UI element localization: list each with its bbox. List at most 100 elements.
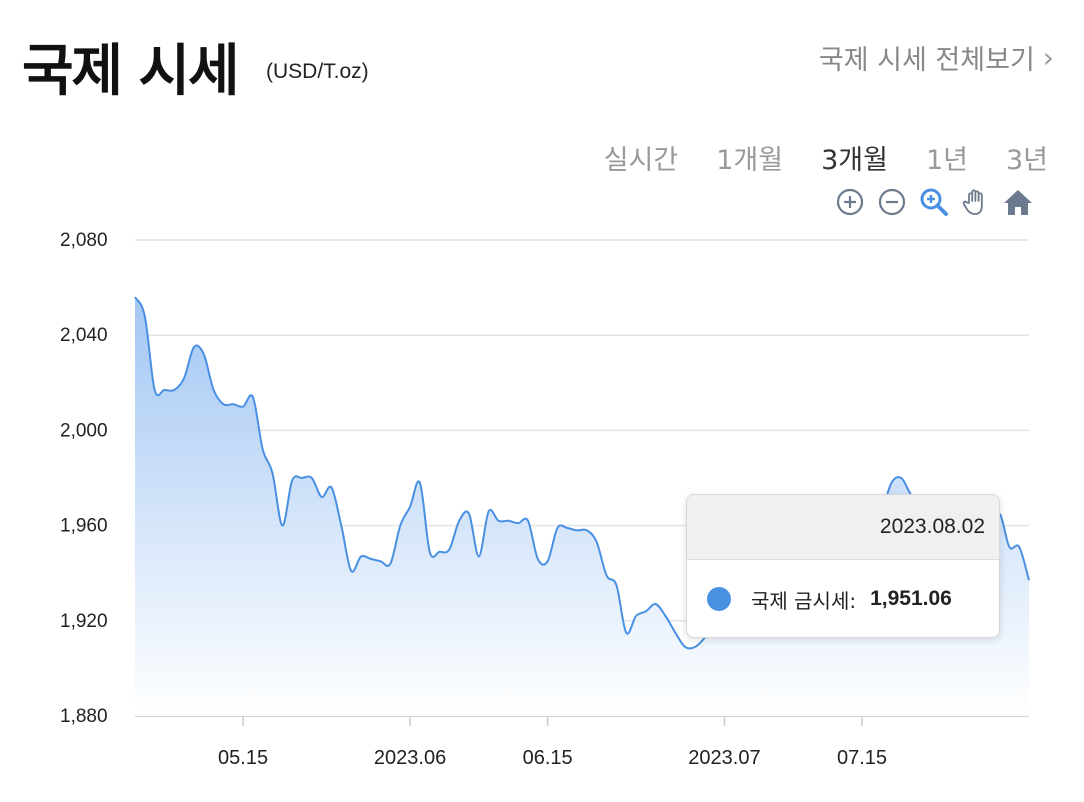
data-point [360, 556, 362, 558]
data-point [272, 472, 274, 474]
data-point [498, 520, 500, 522]
x-tick-label: 05.15 [218, 747, 268, 769]
data-point [331, 487, 333, 489]
data-point [1028, 579, 1030, 581]
data-point [262, 448, 264, 450]
data-point [645, 610, 647, 612]
y-tick-label: 2,040 [60, 325, 108, 346]
y-axis: 2,080 2,040 2,000 1,960 1,920 1,880 [60, 230, 108, 727]
data-point [252, 396, 254, 398]
data-point [291, 479, 293, 481]
view-all-link[interactable]: 국제 시세 전체보기 › [819, 38, 1054, 77]
data-point [311, 477, 313, 479]
data-point [232, 403, 234, 405]
data-point [606, 575, 608, 577]
chart-toolbar [834, 186, 1034, 218]
tab-3-months[interactable]: 3개월 [821, 145, 888, 176]
data-point [242, 406, 244, 408]
data-point [409, 506, 411, 508]
data-point [468, 513, 470, 515]
unit-label: (USD/T.oz) [266, 60, 369, 83]
data-point [380, 560, 382, 562]
data-point [625, 632, 627, 634]
data-point [547, 560, 549, 562]
data-point [694, 646, 696, 648]
data-point [596, 541, 598, 543]
data-point [222, 403, 224, 405]
data-point [566, 527, 568, 529]
data-point [1008, 546, 1010, 548]
data-point [900, 477, 902, 479]
data-point [537, 558, 539, 560]
data-point [340, 525, 342, 527]
view-all-label: 국제 시세 전체보기 [818, 45, 1035, 76]
series-marker [707, 587, 731, 611]
data-point [586, 529, 588, 531]
y-tick-label: 1,960 [60, 516, 108, 537]
data-point [193, 346, 195, 348]
data-point [478, 556, 480, 558]
data-point [370, 558, 372, 560]
tooltip-value: 1,951.06 [870, 587, 952, 610]
page-title: 국제 시세 [22, 39, 240, 104]
header: 국제 시세 (USD/T.oz) 국제 시세 전체보기 › [22, 18, 1054, 104]
data-point [635, 615, 637, 617]
data-point [439, 551, 441, 553]
data-point [164, 389, 166, 391]
data-point [488, 510, 490, 512]
tab-3-years[interactable]: 3년 [1005, 145, 1048, 176]
data-point [507, 520, 509, 522]
chart-tooltip: 2023.08.02 국제 금시세: 1,951.06 [686, 494, 1000, 638]
zoom-in-icon[interactable] [834, 186, 866, 218]
tooltip-series-label: 국제 금시세: [751, 588, 857, 613]
data-point [154, 389, 156, 391]
x-tick-label: 06.15 [523, 747, 573, 769]
zoom-out-icon[interactable] [876, 186, 908, 218]
data-point [203, 353, 205, 355]
data-point [183, 377, 185, 379]
data-point [556, 527, 558, 529]
data-point [419, 482, 421, 484]
pan-hand-icon[interactable] [960, 186, 992, 218]
data-point [527, 520, 529, 522]
y-tick-label: 2,080 [60, 230, 108, 251]
data-point [674, 632, 676, 634]
data-point [144, 315, 146, 317]
data-point [517, 522, 519, 524]
y-tick-label: 2,000 [60, 420, 108, 441]
data-point [350, 570, 352, 572]
data-point [301, 477, 303, 479]
data-point [429, 551, 431, 553]
data-point [281, 525, 283, 527]
data-point [615, 584, 617, 586]
y-tick-label: 1,880 [60, 706, 108, 727]
data-point [576, 529, 578, 531]
data-point [448, 548, 450, 550]
data-point [891, 482, 893, 484]
magnifier-icon[interactable] [918, 186, 950, 218]
home-icon[interactable] [1002, 186, 1034, 218]
data-point [173, 389, 175, 391]
y-tick-label: 1,920 [60, 611, 108, 632]
data-point [213, 389, 215, 391]
data-point [684, 646, 686, 648]
data-point [399, 525, 401, 527]
data-point [458, 520, 460, 522]
chevron-right-icon: › [1042, 41, 1054, 74]
tab-realtime[interactable]: 실시간 [603, 145, 679, 176]
data-point [665, 615, 667, 617]
tab-1-month[interactable]: 1개월 [716, 145, 784, 176]
x-tick-label: 2023.06 [374, 747, 446, 769]
tooltip-date: 2023.08.02 [687, 495, 999, 560]
x-tick-label: 2023.07 [688, 747, 760, 769]
x-axis: 05.15 2023.06 06.15 2023.07 07.15 [135, 715, 1029, 769]
data-point [655, 603, 657, 605]
data-point [134, 296, 136, 298]
data-point [1018, 546, 1020, 548]
x-tick-label: 07.15 [837, 747, 887, 769]
data-point [389, 563, 391, 565]
tab-1-year[interactable]: 1년 [925, 145, 968, 176]
data-point [321, 496, 323, 498]
range-tabs: 실시간 1개월 3개월 1년 3년 [604, 138, 1048, 177]
